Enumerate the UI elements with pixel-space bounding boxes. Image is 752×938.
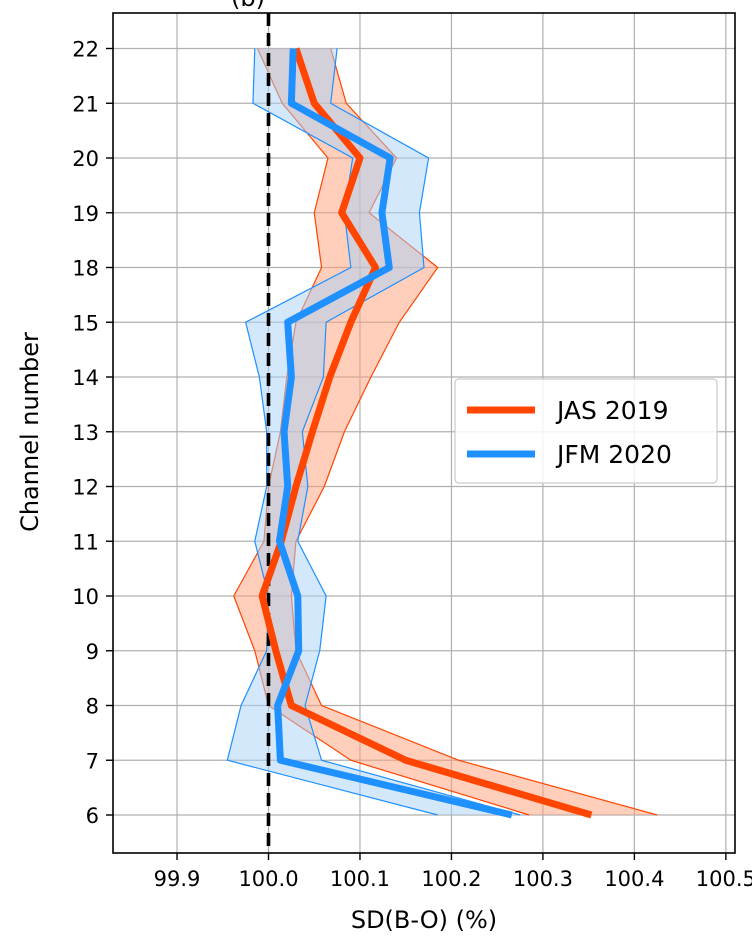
y-tick-label: 6 xyxy=(86,804,99,828)
band-lower-edge xyxy=(226,48,438,816)
plot-frame xyxy=(112,12,736,854)
y-tick-label: 20 xyxy=(72,147,99,171)
y-tick-label: 13 xyxy=(72,421,99,445)
y-tick-label: 8 xyxy=(86,695,99,719)
y-tick-label: 7 xyxy=(86,749,99,773)
x-tick-label: 99.9 xyxy=(154,867,201,891)
legend-label: JFM 2020 xyxy=(555,440,672,469)
y-tick-label: 11 xyxy=(72,530,99,554)
x-tick-label: 100.4 xyxy=(604,867,664,891)
y-tick-label: 12 xyxy=(72,476,99,500)
y-axis-label: Channel number xyxy=(16,332,44,532)
x-axis-label: SD(B-O) (%) xyxy=(351,906,497,934)
x-tick-label: 100.0 xyxy=(238,867,298,891)
y-tick-label: 9 xyxy=(86,640,99,664)
y-tick-label: 22 xyxy=(72,38,99,62)
legend-label: JAS 2019 xyxy=(555,396,668,425)
legend: JAS 2019 JFM 2020 xyxy=(454,378,718,484)
y-tick-label: 15 xyxy=(72,311,99,335)
x-tick-label: 100.3 xyxy=(513,867,573,891)
y-tick-label: 21 xyxy=(72,92,99,116)
chart-title: (b) xyxy=(231,0,265,12)
y-tick-label: 19 xyxy=(72,202,99,226)
x-tick-label: 100.1 xyxy=(330,867,390,891)
series-line xyxy=(274,48,513,819)
y-tick-label: 14 xyxy=(72,366,99,390)
band-upper-edge xyxy=(297,48,521,816)
x-ticks: 99.9 100.0 100.1 100.2 100.3 100.4 100.5 xyxy=(154,853,752,891)
confidence-band xyxy=(233,48,658,815)
x-tick-label: 100.2 xyxy=(421,867,481,891)
y-tick-label: 18 xyxy=(72,257,99,281)
x-tick-label: 100.5 xyxy=(696,867,752,891)
y-ticks: 6 7 8 9 10 11 12 13 14 15 18 19 20 21 22 xyxy=(72,38,113,828)
y-tick-label: 10 xyxy=(72,585,99,609)
series-lines xyxy=(258,47,593,819)
